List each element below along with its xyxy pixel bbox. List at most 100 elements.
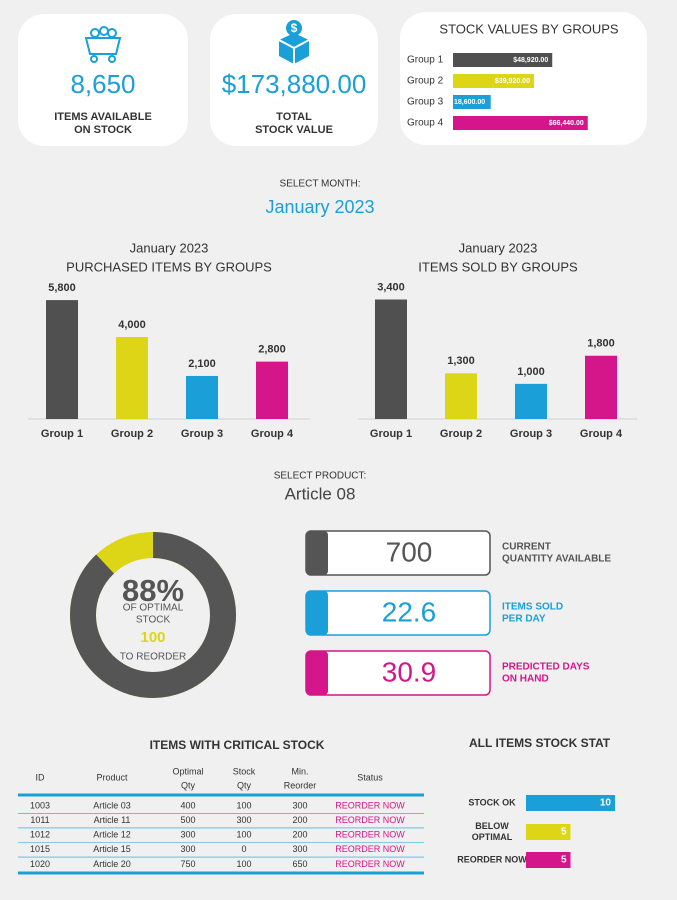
table-cell: 0 [241,844,246,854]
chart-title: PURCHASED ITEMS BY GROUPS [66,259,272,274]
table-cell: REORDER NOW [335,830,405,840]
bar [515,383,547,419]
value-label: 2,100 [188,358,216,370]
value-label: $66,440.00 [549,120,584,127]
metric-label: CURRENT [502,542,551,553]
bar [453,53,553,67]
category-label: REORDER NOW [457,854,527,864]
bar [46,300,78,419]
table-cell: Article 11 [94,815,131,825]
x-tick-label: Group 1 [41,428,83,440]
reorder-label: TO REORDER [120,652,187,663]
table-cell: Article 03 [93,800,131,810]
bar [186,375,218,419]
category-label: Group 4 [407,118,444,129]
category-label: Group 1 [407,55,444,66]
category-label: BELOW [475,821,509,831]
table-cell: 750 [180,859,195,869]
metric-accent [306,591,328,635]
column-header: ID [36,772,46,782]
reorder-value: 100 [140,629,165,646]
table-cell: REORDER NOW [335,800,405,810]
card [18,14,188,146]
bar [526,795,615,811]
x-tick-label: Group 4 [251,428,294,440]
bar [453,116,588,130]
column-header: Qty [237,780,252,790]
table-cell: REORDER NOW [335,815,405,825]
table-cell: 1011 [30,815,49,825]
gauge-caption: OF OPTIMAL [123,603,184,614]
gauge-caption: STOCK [136,615,171,626]
product-value[interactable]: Article 08 [285,484,356,503]
kpi-label: STOCK VALUE [255,124,333,136]
table-cell: 100 [236,830,251,840]
table-cell: 1015 [30,844,50,854]
bar [453,74,534,88]
column-header: Optimal [172,766,203,776]
table-cell: 1003 [30,800,50,810]
kpi-label: ITEMS AVAILABLE [54,111,152,123]
chart-subtitle: January 2023 [130,240,209,255]
value-label: 1,800 [587,338,615,350]
chart-title: ITEMS SOLD BY GROUPS [418,259,578,274]
month-value[interactable]: January 2023 [265,197,374,217]
kpi-value: $173,880.00 [222,69,367,99]
month-label: SELECT MONTH: [280,179,361,190]
bar [445,373,477,419]
bar [526,824,571,840]
value-label: 2,800 [258,344,286,356]
value-label: 10 [600,798,612,809]
metric-label: PER DAY [502,614,546,625]
column-header: Reorder [284,780,317,790]
gauge-arc [70,532,236,698]
table-cell: 1020 [30,859,50,869]
table-cell: 200 [292,830,307,840]
kpi-label: ON STOCK [74,124,132,136]
metric-value: 30.9 [382,656,437,687]
category-label: OPTIMAL [472,832,513,842]
box-icon: $ [278,20,310,64]
bar [453,95,491,109]
x-tick-label: Group 2 [440,428,482,440]
card [210,14,378,146]
table-cell: 300 [180,844,195,854]
metric-value: 700 [386,536,433,567]
table-title: ITEMS WITH CRITICAL STOCK [150,738,325,752]
table-cell: REORDER NOW [335,844,405,854]
svg-text:$: $ [291,21,298,35]
value-label: 5 [561,827,567,838]
value-label: 1,000 [517,366,545,378]
table-cell: Article 12 [93,830,131,840]
table-cell: REORDER NOW [335,859,405,869]
value-label: $39,920.00 [495,78,530,85]
column-header: Qty [181,780,196,790]
bar [375,299,407,419]
x-tick-label: Group 1 [370,428,412,440]
column-header: Product [96,772,128,782]
column-header: Stock [233,766,256,776]
metric-label: ITEMS SOLD [502,602,563,613]
metric-label: QUANTITY AVAILABLE [502,554,611,565]
gauge-value: 88% [122,573,184,608]
table-cell: 300 [236,815,251,825]
kpi-value: 8,650 [70,69,135,99]
table-cell: 1012 [30,830,50,840]
value-label: 4,000 [118,319,146,331]
metric-value: 22.6 [382,596,437,627]
metric-label: PREDICTED DAYS [502,662,590,673]
x-tick-label: Group 3 [510,428,552,440]
value-label: 5,800 [48,282,76,294]
table-cell: 200 [292,815,307,825]
chart-title: ALL ITEMS STOCK STAT [469,736,611,750]
x-tick-label: Group 3 [181,428,223,440]
cart-icon [84,26,122,63]
product-label: SELECT PRODUCT: [274,471,367,482]
table-cell: 650 [292,859,307,869]
table-cell: 300 [292,844,307,854]
metric-accent [306,651,328,695]
category-label: Group 3 [407,97,444,108]
table-cell: 300 [180,830,195,840]
